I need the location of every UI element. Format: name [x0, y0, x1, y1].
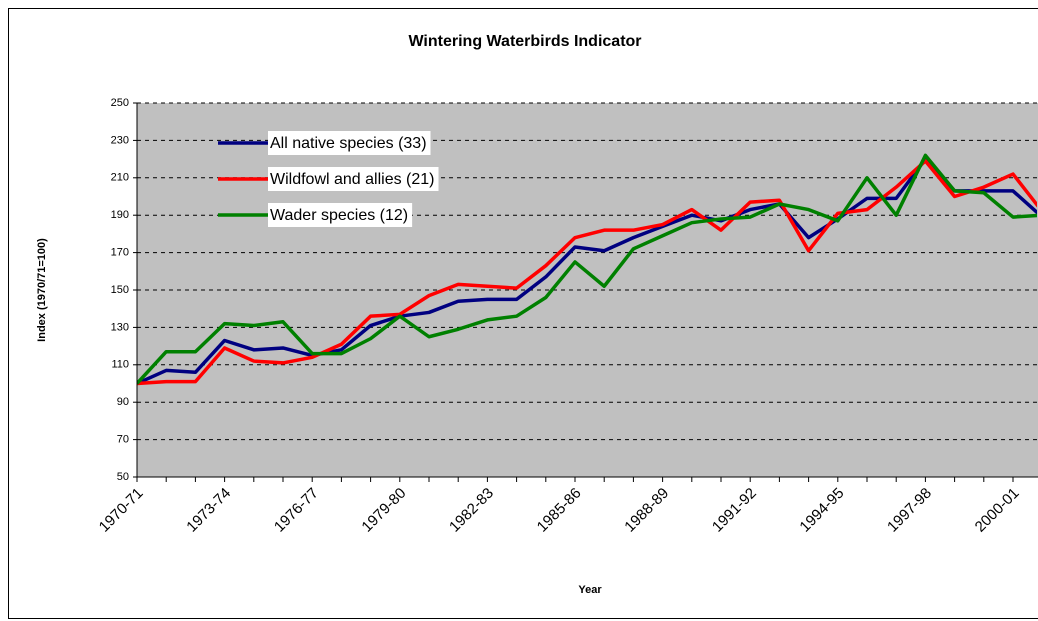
chart-title: Wintering Waterbirds Indicator [408, 33, 641, 50]
series-line [137, 157, 1037, 386]
legend-label: Wader species (12) [270, 207, 408, 224]
x-axis-label: Year [578, 584, 602, 596]
legend-label: Wildfowl and allies (21) [270, 171, 435, 188]
legend-label-bg [268, 131, 431, 155]
y-tick-label: 70 [117, 434, 129, 446]
y-tick-label: 250 [111, 97, 129, 109]
legend-label: All native species (33) [270, 135, 427, 152]
y-tick-label: 50 [117, 471, 129, 483]
y-axis-label: Index (1970/71=100) [36, 238, 48, 342]
legend-label-bg [268, 203, 413, 227]
series-line [137, 159, 1037, 386]
legend-label-bg [268, 167, 439, 191]
y-tick-label: 230 [111, 134, 129, 146]
y-tick-label: 150 [111, 284, 129, 296]
y-tick-label: 170 [111, 247, 129, 259]
y-tick-label: 110 [111, 359, 129, 371]
y-tick-label: 190 [111, 209, 129, 221]
y-tick-label: 130 [111, 321, 129, 333]
y-tick-label: 90 [117, 396, 129, 408]
y-tick-label: 210 [111, 172, 129, 184]
series-line [137, 153, 1037, 385]
